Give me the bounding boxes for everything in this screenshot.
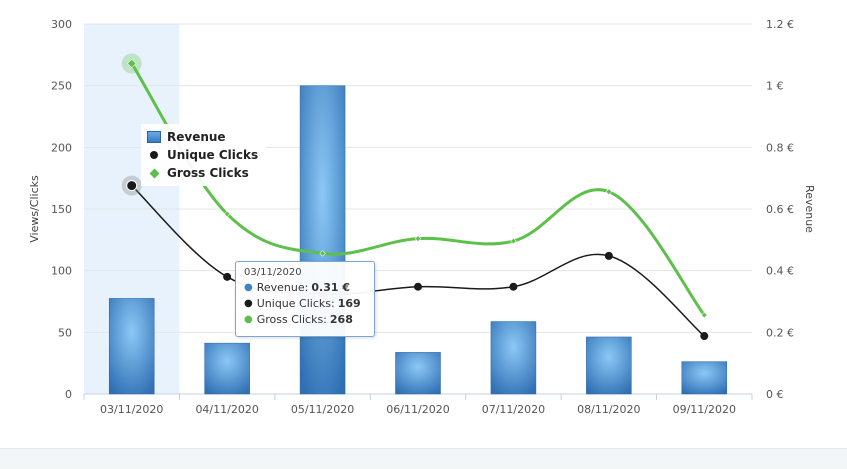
y2-tick-label: 0.4 € [766, 265, 794, 278]
legend-item-gross-clicks[interactable]: Gross Clicks [147, 164, 258, 182]
revenue-bar [395, 352, 441, 395]
unique-clicks-marker [509, 282, 518, 291]
revenue-bar [204, 342, 250, 395]
tooltip-row-gross-clicks: ● Gross Clicks: 268 [244, 311, 366, 327]
revenue-bar [299, 85, 346, 395]
tooltip-bullet-icon: ● [244, 297, 253, 309]
unique-clicks-marker [700, 332, 709, 341]
tooltip-value: 169 [337, 296, 361, 310]
y2-tick-label: 1.2 € [766, 18, 794, 31]
gross-clicks-marker [605, 188, 613, 195]
y-tick-label: 300 [51, 18, 72, 31]
y-tick-label: 50 [58, 326, 72, 339]
tooltip-bullet-icon: ● [244, 281, 253, 293]
tooltip-label: Revenue: [256, 280, 309, 294]
chart-canvas: 0 50 100 150 200 250 300 0 € 0.2 € 0.4 € 0.6 € 0.8 … [28, 18, 816, 416]
unique-clicks-marker [223, 272, 232, 281]
unique-clicks-marker [414, 282, 422, 291]
y2-tick-label: 0.6 € [766, 203, 794, 216]
gross-clicks-marker [319, 250, 326, 257]
tooltip-label: Gross Clicks: [256, 312, 327, 326]
gross-clicks-line [130, 62, 706, 316]
chart-tooltip: 03/11/2020 ● Revenue: 0.31 € ● Unique Cl… [235, 261, 375, 337]
revenue-bar [681, 361, 728, 395]
tooltip-bullet-icon: ● [244, 313, 253, 325]
y2-tick-label: 0.8 € [766, 141, 794, 154]
x-tick-label: 07/11/2020 [482, 403, 545, 416]
y2-tick-label: 0 € [766, 388, 784, 401]
x-tick-label: 09/11/2020 [673, 403, 736, 416]
unique-clicks-marker [604, 251, 613, 260]
legend-dot-symbol-icon [147, 151, 161, 159]
legend-item-unique-clicks[interactable]: Unique Clicks [147, 146, 258, 164]
legend-label: Gross Clicks [167, 166, 249, 180]
y-axis-title: Views/Clicks [28, 175, 41, 243]
y-tick-label: 250 [51, 80, 72, 93]
y-tick-label: 150 [51, 203, 72, 216]
y-tick-label: 100 [51, 265, 72, 278]
unique-clicks-line [131, 185, 705, 337]
x-tick-label: 04/11/2020 [195, 403, 258, 416]
gross-clicks-marker [223, 210, 231, 218]
y-tick-label: 0 [65, 388, 72, 401]
unique-clicks-marker [126, 180, 138, 192]
revenue-bar [108, 298, 155, 395]
legend-label: Unique Clicks [167, 148, 259, 162]
revenue-bar [490, 321, 537, 395]
x-tick-label: 03/11/2020 [100, 403, 163, 416]
tooltip-label: Unique Clicks: [256, 296, 335, 310]
footer-band [0, 448, 847, 469]
gross-clicks-marker [414, 235, 422, 242]
y2-tick-label: 0.2 € [766, 326, 794, 339]
tooltip-value: 0.31 € [311, 280, 350, 294]
tooltip-row-revenue: ● Revenue: 0.31 € [244, 279, 366, 295]
y2-tick-label: 1 € [766, 80, 784, 93]
tooltip-row-unique-clicks: ● Unique Clicks: 169 [244, 295, 366, 311]
legend-diamond-symbol-icon [147, 168, 161, 178]
legend-label: Revenue [167, 130, 226, 144]
legend-item-revenue[interactable]: Revenue [147, 128, 258, 146]
chart-legend: Revenue Unique Clicks Gross Clicks [141, 124, 267, 186]
x-tick-label: 06/11/2020 [386, 403, 449, 416]
tooltip-value: 268 [329, 312, 353, 326]
x-tick-label: 08/11/2020 [577, 403, 640, 416]
gross-clicks-marker [701, 311, 708, 319]
gross-clicks-marker [510, 237, 517, 245]
y-tick-label: 200 [51, 141, 72, 154]
y2-axis-title: Revenue [803, 185, 816, 233]
legend-bar-symbol-icon [147, 131, 161, 143]
tooltip-date: 03/11/2020 [244, 267, 302, 278]
revenue-bar [586, 336, 632, 395]
x-tick-label: 05/11/2020 [291, 403, 354, 416]
gross-clicks-marker [127, 58, 137, 69]
